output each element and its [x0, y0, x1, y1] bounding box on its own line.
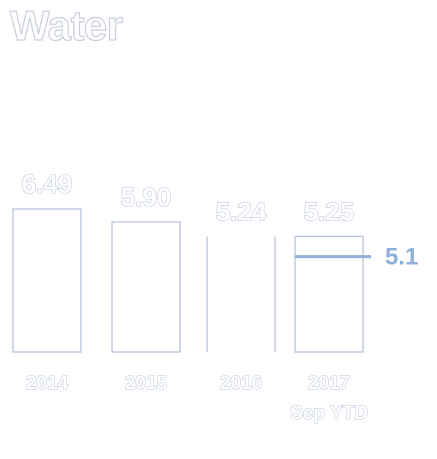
x-tick-label-2016: 2016 — [220, 373, 262, 394]
bar-2017 — [294, 235, 364, 353]
value-label-2015: 5.90 — [121, 182, 172, 212]
bar-2015 — [111, 221, 181, 353]
value-label-2016: 5.24 — [216, 197, 267, 227]
target-label: 5.1 — [385, 244, 418, 271]
x-tick-sublabel-2017: Sep YTD — [290, 403, 368, 424]
x-tick-label-2017: 2017 — [308, 373, 350, 394]
bar-2016 — [207, 237, 275, 352]
x-tick-label-2015: 2015 — [125, 373, 168, 394]
value-label-2017: 5.25 — [304, 196, 355, 226]
chart-title: Water — [9, 1, 123, 49]
x-tick-label-2014: 2014 — [26, 373, 69, 394]
value-label-2014: 6.49 — [22, 169, 73, 199]
bar-2014 — [12, 208, 82, 353]
